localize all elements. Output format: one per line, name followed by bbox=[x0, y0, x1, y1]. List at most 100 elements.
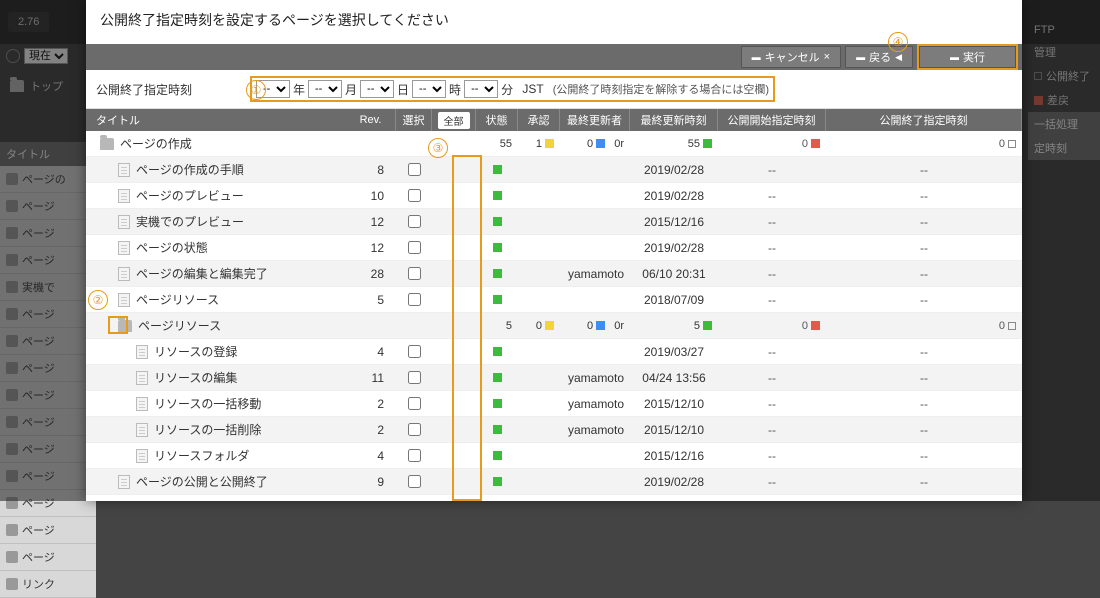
row-checkbox[interactable] bbox=[408, 423, 421, 436]
row-rev: 12 bbox=[346, 209, 396, 234]
row-title: リソースの編集 bbox=[154, 369, 237, 386]
row-checkbox[interactable] bbox=[408, 189, 421, 202]
page-icon bbox=[118, 293, 130, 307]
row-title: ページの編集と編集完了 bbox=[136, 265, 268, 282]
th-title: タイトル bbox=[86, 109, 346, 131]
datetime-note: (公開終了時刻指定を解除する場合には空欄) bbox=[553, 81, 769, 97]
state-indicator bbox=[493, 373, 502, 382]
hour-select[interactable]: -- bbox=[412, 80, 446, 98]
row-rev: 5 bbox=[346, 287, 396, 312]
row-rev: 2 bbox=[346, 417, 396, 442]
page-row[interactable]: リソースフォルダ42015/12/16---- bbox=[86, 443, 1022, 469]
bg-list-item: リンク bbox=[0, 571, 96, 598]
th-pubend: 公開終了指定時刻 bbox=[826, 109, 1022, 131]
row-checkbox[interactable] bbox=[408, 241, 421, 254]
page-row[interactable]: ページの公開と公開終了92019/02/28---- bbox=[86, 469, 1022, 495]
th-all: 全部 bbox=[432, 109, 476, 131]
page-row[interactable]: リソースの一括削除2yamamoto2015/12/10---- bbox=[86, 417, 1022, 443]
folder-row[interactable]: ページリソース500 0r500 bbox=[86, 313, 1022, 339]
folder-icon-highlight bbox=[108, 316, 128, 334]
day-select[interactable]: -- bbox=[360, 80, 394, 98]
modal-title: 公開終了指定時刻を設定するページを選択してください bbox=[86, 0, 1022, 44]
row-editor bbox=[560, 443, 630, 468]
row-pubend: -- bbox=[826, 209, 1022, 234]
row-title: 実機でのプレビュー bbox=[136, 213, 244, 230]
row-updated: 04/24 13:56 bbox=[630, 365, 718, 390]
row-checkbox[interactable] bbox=[408, 371, 421, 384]
page-row[interactable]: リソースの登録42019/03/27---- bbox=[86, 339, 1022, 365]
minute-select[interactable]: -- bbox=[464, 80, 498, 98]
row-editor bbox=[560, 339, 630, 364]
page-icon bbox=[118, 215, 130, 229]
row-pubstart: -- bbox=[718, 365, 826, 390]
row-rev: 11 bbox=[346, 365, 396, 390]
row-checkbox[interactable] bbox=[408, 163, 421, 176]
row-pubend: -- bbox=[826, 443, 1022, 468]
state-indicator bbox=[493, 269, 502, 278]
row-pubend: -- bbox=[826, 417, 1022, 442]
th-rev: Rev. bbox=[346, 109, 396, 131]
row-title: ページリソース bbox=[136, 291, 219, 308]
state-indicator bbox=[493, 165, 502, 174]
row-pubstart: -- bbox=[718, 417, 826, 442]
modal-button-bar: ▬ キャンセル × ▬ 戻る ◀ ▬ 実行 bbox=[86, 44, 1022, 70]
page-row[interactable]: リソースの編集11yamamoto04/24 13:56---- bbox=[86, 365, 1022, 391]
row-updated: 2015/12/16 bbox=[630, 443, 718, 468]
row-editor bbox=[560, 235, 630, 260]
row-editor: yamamoto bbox=[560, 261, 630, 286]
page-icon bbox=[136, 423, 148, 437]
triangle-icon: ▬ bbox=[950, 52, 959, 62]
tz-label: JST bbox=[522, 82, 543, 96]
page-row[interactable]: ページの編集と編集完了28yamamoto06/10 20:31---- bbox=[86, 261, 1022, 287]
row-pubend: -- bbox=[826, 183, 1022, 208]
row-checkbox[interactable] bbox=[408, 475, 421, 488]
row-rev: 2 bbox=[346, 391, 396, 416]
row-checkbox[interactable] bbox=[408, 293, 421, 306]
folder-icon bbox=[100, 138, 114, 150]
row-checkbox[interactable] bbox=[408, 449, 421, 462]
row-pubstart: -- bbox=[718, 469, 826, 494]
row-pubstart: -- bbox=[718, 443, 826, 468]
row-pubstart: -- bbox=[718, 391, 826, 416]
cancel-button[interactable]: ▬ キャンセル × bbox=[741, 46, 841, 68]
row-title: リソースの一括移動 bbox=[154, 395, 261, 412]
row-checkbox[interactable] bbox=[408, 397, 421, 410]
row-title: リソースの登録 bbox=[154, 343, 237, 360]
page-row[interactable]: ページの作成の手順82019/02/28---- bbox=[86, 157, 1022, 183]
table-header: タイトル Rev. 選択 全部 状態 承認 最終更新者 最終更新時刻 公開開始指… bbox=[86, 109, 1022, 131]
th-state: 状態 bbox=[476, 109, 518, 131]
select-all-button[interactable]: 全部 bbox=[438, 112, 470, 129]
row-pubend: -- bbox=[826, 469, 1022, 494]
state-indicator bbox=[493, 217, 502, 226]
datetime-selects-highlight: -- 年 -- 月 -- 日 -- 時 -- 分 JST (公開終了時刻指定を解… bbox=[250, 76, 775, 102]
page-row[interactable]: ページの状態122019/02/28---- bbox=[86, 235, 1022, 261]
execute-button[interactable]: ▬ 実行 bbox=[919, 46, 1016, 68]
page-icon bbox=[136, 397, 148, 411]
row-editor: yamamoto bbox=[560, 391, 630, 416]
row-rev: 10 bbox=[346, 183, 396, 208]
row-pubend: -- bbox=[826, 235, 1022, 260]
row-editor bbox=[560, 209, 630, 234]
page-row[interactable]: ページのプレビュー102019/02/28---- bbox=[86, 183, 1022, 209]
state-indicator bbox=[493, 243, 502, 252]
callout-3: ③ bbox=[428, 138, 448, 158]
row-title: ページリソース bbox=[138, 317, 221, 334]
triangle-icon: ▬ bbox=[856, 52, 865, 62]
row-editor bbox=[560, 157, 630, 182]
page-row[interactable]: 実機でのプレビュー122015/12/16---- bbox=[86, 209, 1022, 235]
triangle-icon: ▬ bbox=[752, 52, 761, 62]
row-title: ページの公開と公開終了 bbox=[136, 473, 268, 490]
folder-row[interactable]: ページの作成5510 0r5500 bbox=[86, 131, 1022, 157]
datetime-row: 公開終了指定時刻 -- 年 -- 月 -- 日 -- 時 -- 分 JST (公… bbox=[86, 70, 1022, 109]
page-row[interactable]: ページリソース52018/07/09---- bbox=[86, 287, 1022, 313]
month-select[interactable]: -- bbox=[308, 80, 342, 98]
row-checkbox[interactable] bbox=[408, 215, 421, 228]
row-checkbox[interactable] bbox=[408, 345, 421, 358]
row-updated: 2019/02/28 bbox=[630, 469, 718, 494]
row-pubend: -- bbox=[826, 339, 1022, 364]
row-updated: 06/10 20:31 bbox=[630, 261, 718, 286]
page-icon bbox=[136, 345, 148, 359]
page-row[interactable]: リソースの一括移動2yamamoto2015/12/10---- bbox=[86, 391, 1022, 417]
row-rev: 4 bbox=[346, 443, 396, 468]
row-checkbox[interactable] bbox=[408, 267, 421, 280]
